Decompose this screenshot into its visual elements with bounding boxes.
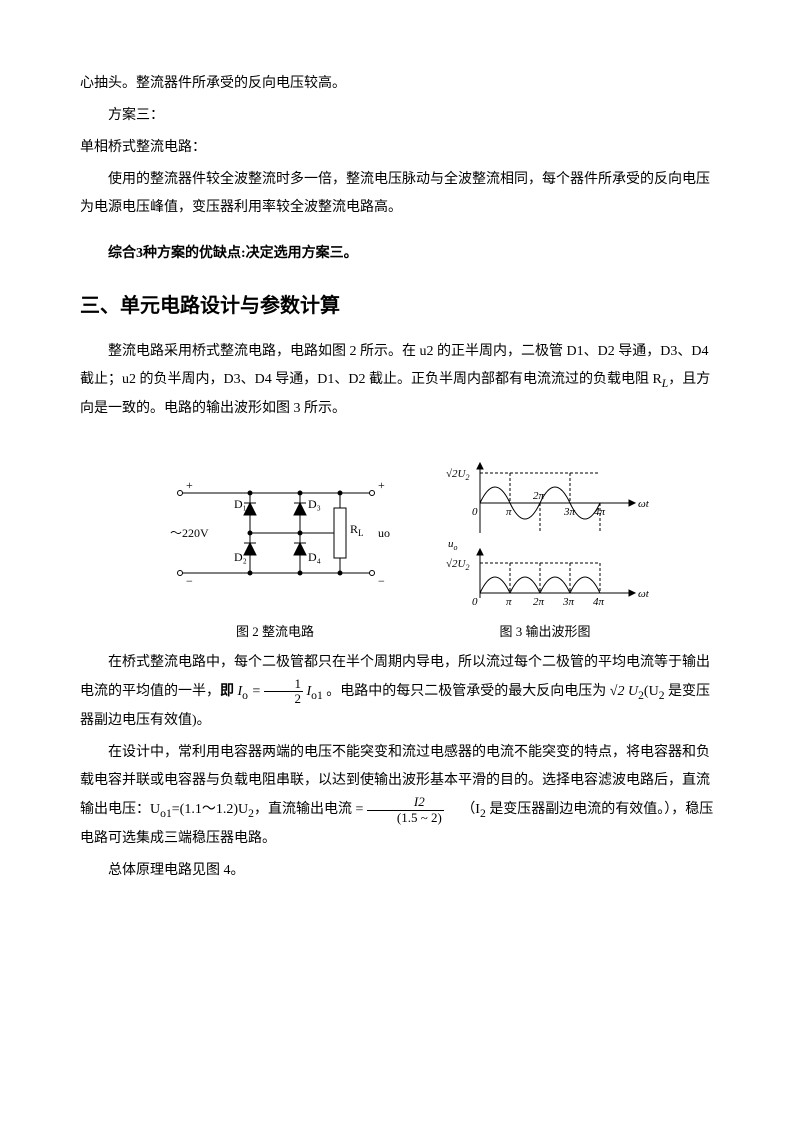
text-bold: 即 <box>220 684 234 699</box>
text: （I <box>461 802 480 817</box>
amp1-label: √2U2 <box>446 468 470 482</box>
paragraph: 使用的整流器件较全波整流时多一倍，整流电压脉动与全波整流相同，每个器件所承受的反… <box>80 166 720 222</box>
paragraph: 在桥式整流电路中，每个二极管都只在半个周期内导电，所以流过每个二极管的平均电流等… <box>80 649 720 735</box>
amp2-label: √2U2 <box>446 558 470 572</box>
sub-heading: 综合3种方案的优缺点:决定选用方案三。 <box>80 240 720 268</box>
equation: Io = <box>238 684 265 699</box>
text: (U <box>644 684 659 699</box>
out-minus: − <box>378 574 385 588</box>
d4-label: D₄ <box>308 550 321 564</box>
3pi2-label: 3π <box>562 596 575 608</box>
circuit-svg: + − ～220V D₁ D₂ D₃ D₄ RL + − uo <box>150 453 400 613</box>
paragraph: 在设计中，常利用电容器两端的电压不能突变和流过电感器的电流不能突变的特点，将电容… <box>80 739 720 853</box>
zero1: 0 <box>472 506 478 518</box>
2pi-label: 2π <box>533 490 545 502</box>
src-label: ～220V <box>170 526 209 540</box>
pi-label: π <box>506 506 512 518</box>
rl-label: RL <box>350 522 364 538</box>
fig2-caption: 图 2 整流电路 <box>236 619 314 645</box>
text: 。电路中的每只二极管承受的最大反向电压为 <box>326 684 606 699</box>
figure-3: √2U2 0 π 2π 3π 4π ωt uo √2U2 0 π 2π 3π 4… <box>440 453 650 645</box>
uo-label: uo <box>378 526 390 540</box>
equation: Io1 <box>303 684 323 699</box>
4pi2-label: 4π <box>593 596 605 608</box>
equation: √2 U2 <box>610 684 644 699</box>
2pi2-label: 2π <box>533 596 545 608</box>
figure-2: + − ～220V D₁ D₂ D₃ D₄ RL + − uo 图 2 整流电路 <box>150 453 400 645</box>
fraction: 12 <box>264 677 303 707</box>
fig3-caption: 图 3 输出波形图 <box>499 619 590 645</box>
minus-label: − <box>186 574 193 588</box>
plus-label: + <box>186 478 193 492</box>
zero2: 0 <box>472 596 478 608</box>
section-heading: 三、单元电路设计与参数计算 <box>80 286 720 326</box>
paragraph: 单相桥式整流电路： <box>80 134 720 162</box>
paragraph: 总体原理电路见图 4。 <box>80 857 720 885</box>
d3-label: D₃ <box>308 497 321 511</box>
pi2-label: π <box>506 596 512 608</box>
wt2: ωt <box>638 588 650 600</box>
d1-label: D₁ <box>234 497 247 511</box>
4pi-label: 4π <box>594 506 606 518</box>
text: 整流电路采用桥式整流电路，电路如图 2 所示。在 u2 的正半周内，二极管 D1… <box>80 344 708 387</box>
paragraph: 整流电路采用桥式整流电路，电路如图 2 所示。在 u2 的正半周内，二极管 D1… <box>80 338 720 423</box>
subscript: o1 <box>160 807 172 820</box>
fraction: I2(1.5 ~ 2) <box>367 795 444 825</box>
waveform-svg: √2U2 0 π 2π 3π 4π ωt uo √2U2 0 π 2π 3π 4… <box>440 453 650 613</box>
figures-row: + − ～220V D₁ D₂ D₃ D₄ RL + − uo 图 2 整流电路 <box>80 453 720 645</box>
out-plus: + <box>378 478 385 492</box>
text: =(1.1～1.2)U <box>172 802 248 817</box>
paragraph: 方案三： <box>80 102 720 130</box>
text: ，直流输出电流 = <box>254 802 363 817</box>
3pi-label: 3π <box>563 506 576 518</box>
paragraph: 心抽头。整流器件所承受的反向电压较高。 <box>80 70 720 98</box>
wt1: ωt <box>638 498 650 510</box>
uo-wave-label: uo <box>448 538 458 552</box>
d2-label: D₂ <box>234 550 247 564</box>
